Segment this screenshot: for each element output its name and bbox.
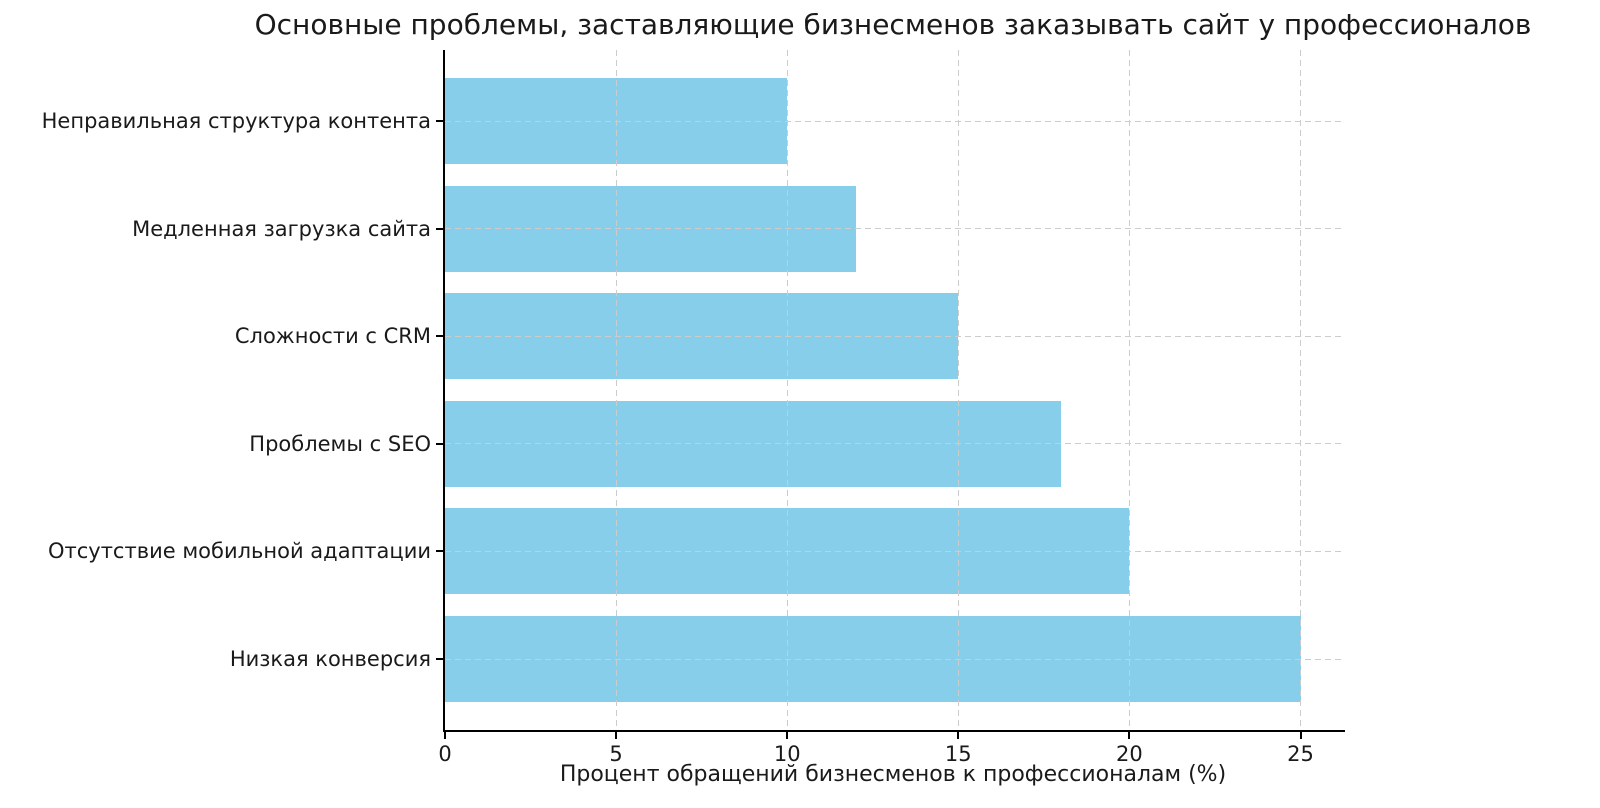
- h-gridline: [445, 228, 1345, 230]
- h-gridline: [445, 658, 1345, 660]
- x-axis-label: Процент обращений бизнесменов к професси…: [559, 762, 1227, 787]
- y-tick-label: Медленная загрузка сайта: [132, 216, 431, 241]
- v-gridline: [957, 50, 959, 730]
- y-tick-mark: [436, 335, 443, 338]
- x-tick-mark: [444, 732, 446, 739]
- y-tick-label: Сложности с CRM: [234, 324, 431, 349]
- x-tick-label: 0: [438, 742, 452, 766]
- y-tick-mark: [436, 227, 443, 230]
- x-tick-label: 25: [1287, 742, 1314, 766]
- h-gridline: [445, 120, 1345, 122]
- x-tick-mark: [1128, 732, 1131, 739]
- plot-area: Неправильная структура контента Медленная…: [42, 50, 1345, 766]
- x-tick-mark: [615, 732, 618, 739]
- x-tick-mark: [1299, 732, 1302, 739]
- x-tick-label: 20: [1116, 742, 1143, 766]
- v-gridline: [1128, 50, 1130, 730]
- y-tick-label: Неправильная структура контента: [41, 109, 431, 133]
- y-tick-label: Низкая конверсия: [229, 647, 431, 671]
- x-tick-label: 15: [944, 742, 972, 766]
- y-tick-mark: [436, 120, 443, 122]
- y-tick-mark: [436, 550, 443, 553]
- x-tick-label: 5: [609, 742, 623, 766]
- chart-title: Основные проблемы, заставляющие бизнесме…: [254, 8, 1532, 41]
- y-tick-label: Проблемы с SEO: [249, 431, 431, 456]
- h-gridline: [445, 335, 1345, 337]
- y-tick-label: Отсутствие мобильной адаптации: [47, 539, 431, 564]
- h-gridline: [445, 550, 1345, 552]
- v-gridline: [615, 50, 617, 730]
- y-tick-mark: [436, 442, 443, 445]
- x-tick-mark: [786, 732, 789, 739]
- x-tick-label: 10: [773, 742, 801, 766]
- v-gridline: [1300, 50, 1301, 730]
- y-tick-mark: [436, 658, 443, 660]
- x-tick-mark: [957, 732, 960, 739]
- v-gridline: [786, 50, 788, 730]
- h-gridline: [445, 443, 1345, 445]
